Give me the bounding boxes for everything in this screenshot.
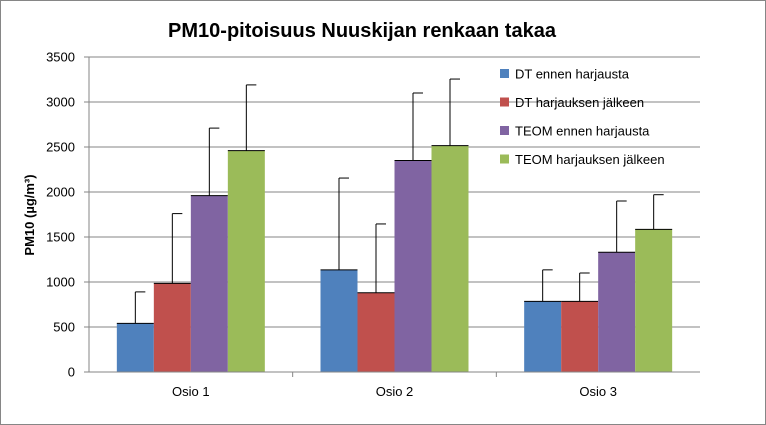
bar: [635, 229, 673, 372]
x-tick-label: Osio 1: [172, 384, 210, 399]
legend-label: TEOM harjauksen jälkeen: [515, 152, 665, 167]
bar: [598, 252, 636, 372]
bars: [116, 78, 673, 372]
bar: [320, 269, 358, 372]
y-tick-label: 1000: [46, 275, 75, 290]
axes: 0 500 1000 1500 2000 2500 3000 3500 Osio 1 Osio 2…: [46, 50, 700, 399]
y-tick-label: 2000: [46, 185, 75, 200]
bar: [227, 150, 265, 372]
y-axis-label: PM10 (µg/m³): [22, 174, 37, 255]
bar: [561, 301, 599, 372]
bar: [394, 160, 432, 372]
bar: [190, 195, 228, 372]
y-tick-label: 3500: [46, 50, 75, 65]
x-tick-label: Osio 2: [376, 384, 414, 399]
bar: [357, 292, 395, 372]
y-tick-label: 2500: [46, 140, 75, 155]
bar: [431, 145, 469, 372]
legend-swatch: [500, 97, 509, 107]
y-tick-label: 1500: [46, 230, 75, 245]
legend-swatch: [500, 154, 509, 164]
bar: [153, 283, 191, 372]
legend-swatch: [500, 126, 509, 135]
bar: [116, 323, 154, 372]
bar: [524, 301, 562, 372]
y-tick-label: 0: [68, 365, 75, 380]
x-tick-label: Osio 3: [579, 384, 617, 399]
legend-label: TEOM ennen harjausta: [515, 124, 650, 139]
legend-label: DT harjauksen jälkeen: [515, 95, 644, 110]
y-tick-label: 500: [53, 320, 75, 335]
chart-title: PM10-pitoisuus Nuuskijan renkaan takaa: [168, 20, 557, 42]
legend-swatch: [500, 69, 509, 78]
legend: DT ennen harjausta DT harjauksen jälkeen T…: [500, 67, 665, 167]
y-tick-label: 3000: [46, 95, 75, 110]
legend-label: DT ennen harjausta: [515, 67, 630, 82]
